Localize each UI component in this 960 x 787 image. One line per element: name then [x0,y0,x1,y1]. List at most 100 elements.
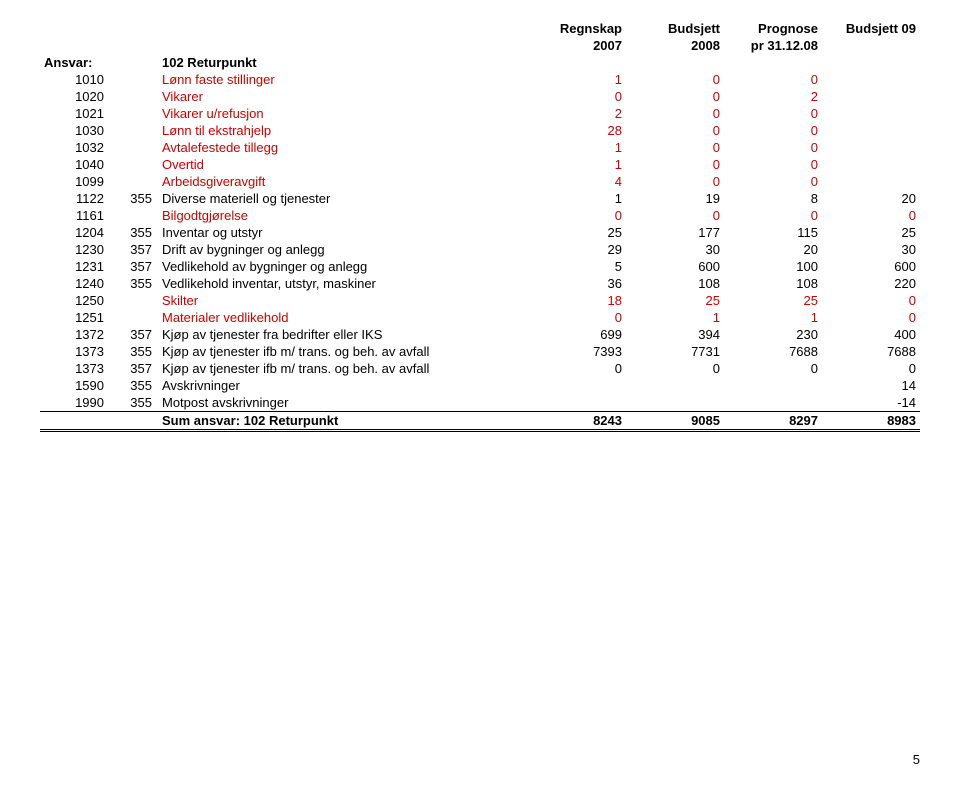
row-prognose: 20 [724,241,822,258]
row-budsjett: 108 [626,275,724,292]
row-budsjett: 600 [626,258,724,275]
row-budsjett: 7731 [626,343,724,360]
row-prognose: 230 [724,326,822,343]
header-prognose-date: pr 31.12.08 [724,37,822,54]
row-regnskap: 1 [528,139,626,156]
row-budsjett09 [822,88,920,105]
row-description: Diverse materiell og tjenester [156,190,528,207]
row-prognose: 0 [724,207,822,224]
row-prognose: 0 [724,139,822,156]
row-description: Lønn faste stillinger [156,71,528,88]
row-description: Vedlikehold inventar, utstyr, maskiner [156,275,528,292]
table-row: 1122355Diverse materiell og tjenester119… [40,190,920,207]
sum-regnskap: 8243 [528,412,626,431]
row-budsjett09 [822,139,920,156]
row-description: Arbeidsgiveravgift [156,173,528,190]
row-prognose [724,394,822,412]
table-row: 1030Lønn til ekstrahjelp2800 [40,122,920,139]
row-description: Materialer vedlikehold [156,309,528,326]
row-budsjett09 [822,173,920,190]
row-budsjett [626,377,724,394]
row-code: 1231 [40,258,108,275]
table-row: 1231357Vedlikehold av bygninger og anleg… [40,258,920,275]
row-subcode [108,173,156,190]
row-budsjett: 0 [626,360,724,377]
table-row: 1161Bilgodtgjørelse0000 [40,207,920,224]
row-subcode: 355 [108,377,156,394]
row-budsjett: 0 [626,139,724,156]
row-regnskap: 5 [528,258,626,275]
row-description: Inventar og utstyr [156,224,528,241]
header-regnskap: Regnskap [528,20,626,37]
row-prognose: 0 [724,173,822,190]
row-code: 1251 [40,309,108,326]
row-subcode [108,309,156,326]
row-budsjett: 19 [626,190,724,207]
row-subcode [108,207,156,224]
row-code: 1021 [40,105,108,122]
row-prognose: 8 [724,190,822,207]
header-budsjett: Budsjett [626,20,724,37]
row-regnskap [528,377,626,394]
row-budsjett09: 25 [822,224,920,241]
row-budsjett09 [822,105,920,122]
row-regnskap: 0 [528,207,626,224]
table-row: 1021Vikarer u/refusjon200 [40,105,920,122]
row-regnskap: 18 [528,292,626,309]
row-regnskap: 0 [528,309,626,326]
table-row: 1240355Vedlikehold inventar, utstyr, mas… [40,275,920,292]
row-subcode: 355 [108,343,156,360]
row-budsjett: 1 [626,309,724,326]
row-regnskap: 25 [528,224,626,241]
row-subcode [108,156,156,173]
row-budsjett09: 20 [822,190,920,207]
row-subcode: 357 [108,360,156,377]
row-regnskap: 36 [528,275,626,292]
row-regnskap: 0 [528,88,626,105]
row-description: Kjøp av tjenester ifb m/ trans. og beh. … [156,360,528,377]
row-description: Drift av bygninger og anlegg [156,241,528,258]
row-subcode: 355 [108,394,156,412]
row-prognose: 0 [724,360,822,377]
row-description: Avskrivninger [156,377,528,394]
sum-budsjett: 9085 [626,412,724,431]
row-code: 1020 [40,88,108,105]
row-prognose: 0 [724,71,822,88]
row-code: 1373 [40,343,108,360]
row-code: 1010 [40,71,108,88]
row-budsjett: 25 [626,292,724,309]
row-budsjett: 0 [626,122,724,139]
sum-prognose: 8297 [724,412,822,431]
table-row: 1032Avtalefestede tillegg100 [40,139,920,156]
row-budsjett09: 0 [822,292,920,309]
row-budsjett09 [822,71,920,88]
row-budsjett: 0 [626,71,724,88]
row-prognose: 0 [724,122,822,139]
row-code: 1590 [40,377,108,394]
row-regnskap: 7393 [528,343,626,360]
row-description: Lønn til ekstrahjelp [156,122,528,139]
row-budsjett: 0 [626,156,724,173]
row-subcode [108,139,156,156]
row-code: 1030 [40,122,108,139]
row-code: 1240 [40,275,108,292]
row-budsjett: 0 [626,105,724,122]
row-budsjett: 30 [626,241,724,258]
row-code: 1373 [40,360,108,377]
table-row: 1250Skilter1825250 [40,292,920,309]
row-regnskap: 1 [528,71,626,88]
row-budsjett09: 7688 [822,343,920,360]
row-prognose: 0 [724,105,822,122]
row-subcode [108,122,156,139]
row-subcode: 357 [108,241,156,258]
table-row: 1099Arbeidsgiveravgift400 [40,173,920,190]
row-budsjett: 394 [626,326,724,343]
table-row: 1230357Drift av bygninger og anlegg29302… [40,241,920,258]
row-budsjett: 0 [626,207,724,224]
row-prognose: 0 [724,156,822,173]
row-subcode: 357 [108,258,156,275]
row-budsjett09: 0 [822,360,920,377]
row-prognose: 25 [724,292,822,309]
ansvar-label: Ansvar: [40,54,108,71]
row-code: 1250 [40,292,108,309]
